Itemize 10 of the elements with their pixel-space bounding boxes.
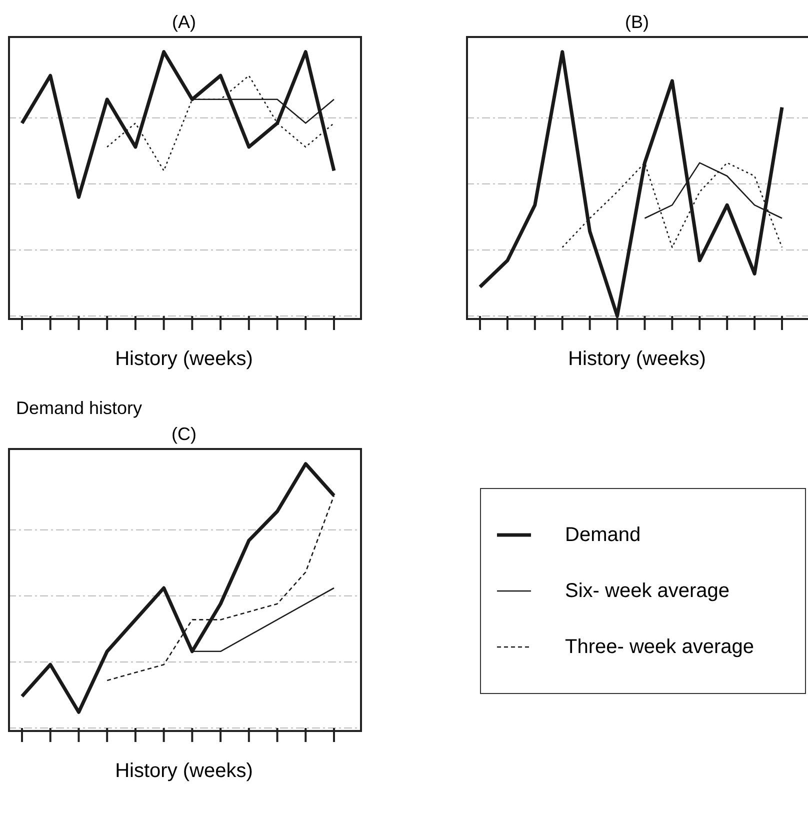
y-axis-title: Demand history (16, 398, 144, 420)
x-axis-title: History (weeks) (114, 348, 254, 371)
chart-title: (A) (171, 12, 197, 34)
chart-title: (B) (624, 12, 650, 34)
x-axis-title: History (weeks) (567, 348, 707, 371)
legend-label: Six- week average (565, 580, 730, 602)
legend-label: Demand (565, 524, 641, 546)
x-axis-title: History (weeks) (114, 760, 254, 783)
chart-title: (C) (170, 424, 198, 446)
legend-label: Three- week average (565, 636, 754, 658)
